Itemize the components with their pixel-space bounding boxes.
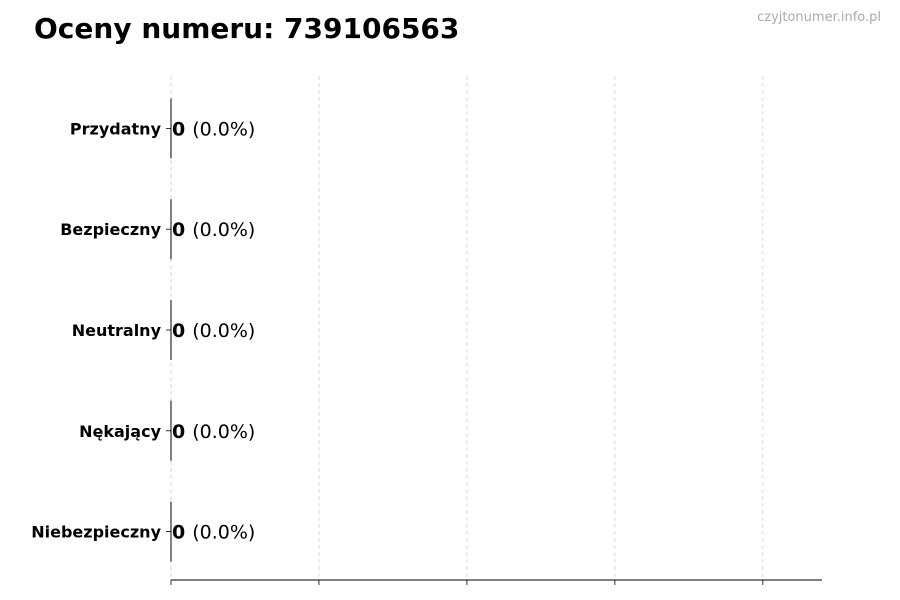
data-label-percent: (0.0%)	[192, 522, 255, 544]
data-label-count: 0	[172, 421, 185, 443]
data-label-percent: (0.0%)	[192, 421, 255, 443]
chart-title: Oceny numeru: 739106563	[34, 12, 460, 45]
data-label: 0 (0.0%)	[172, 320, 255, 342]
data-label: 0 (0.0%)	[172, 118, 255, 140]
data-label: 0 (0.0%)	[172, 522, 255, 544]
data-label-count: 0	[172, 219, 185, 241]
category-label: Przydatny	[70, 119, 162, 138]
data-label-percent: (0.0%)	[192, 219, 255, 241]
data-label: 0 (0.0%)	[172, 421, 255, 443]
category-label: Nękający	[79, 422, 161, 441]
data-label-percent: (0.0%)	[192, 118, 255, 140]
category-label: Bezpieczny	[60, 220, 161, 239]
data-label-count: 0	[172, 118, 185, 140]
category-label: Niebezpieczny	[31, 523, 161, 542]
data-label: 0 (0.0%)	[172, 219, 255, 241]
watermark: czyjtonumer.info.pl	[757, 10, 881, 25]
data-label-count: 0	[172, 522, 185, 544]
data-label-count: 0	[172, 320, 185, 342]
data-label-percent: (0.0%)	[192, 320, 255, 342]
category-label: Neutralny	[72, 321, 162, 340]
